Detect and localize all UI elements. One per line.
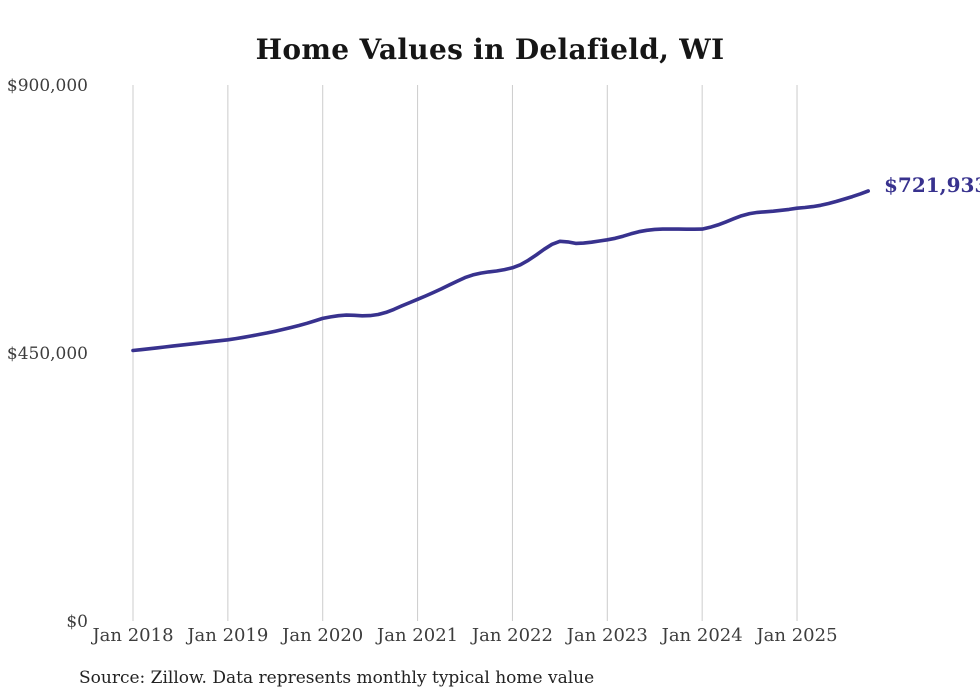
y-axis-tick-label: $0 [66,612,88,632]
y-axis-tick-label: $900,000 [7,76,88,96]
x-axis-tick-label: Jan 2025 [754,625,837,646]
home-value-line [131,189,871,353]
x-axis-tick-label: Jan 2023 [565,625,648,646]
y-axis-tick-label: $450,000 [7,344,88,364]
x-axis-tick-label: Jan 2024 [660,625,743,646]
x-axis-tick-label: Jan 2018 [90,625,173,646]
x-axis-tick-label: Jan 2022 [470,625,553,646]
x-axis-tick-label: Jan 2019 [185,625,268,646]
latest-value-label: $721,933 [884,173,980,197]
source-note: Source: Zillow. Data represents monthly … [79,668,595,688]
x-axis-tick-label: Jan 2021 [375,625,458,646]
chart-title: Home Values in Delafield, WI [255,33,725,66]
x-axis-tick-label: Jan 2020 [280,625,363,646]
